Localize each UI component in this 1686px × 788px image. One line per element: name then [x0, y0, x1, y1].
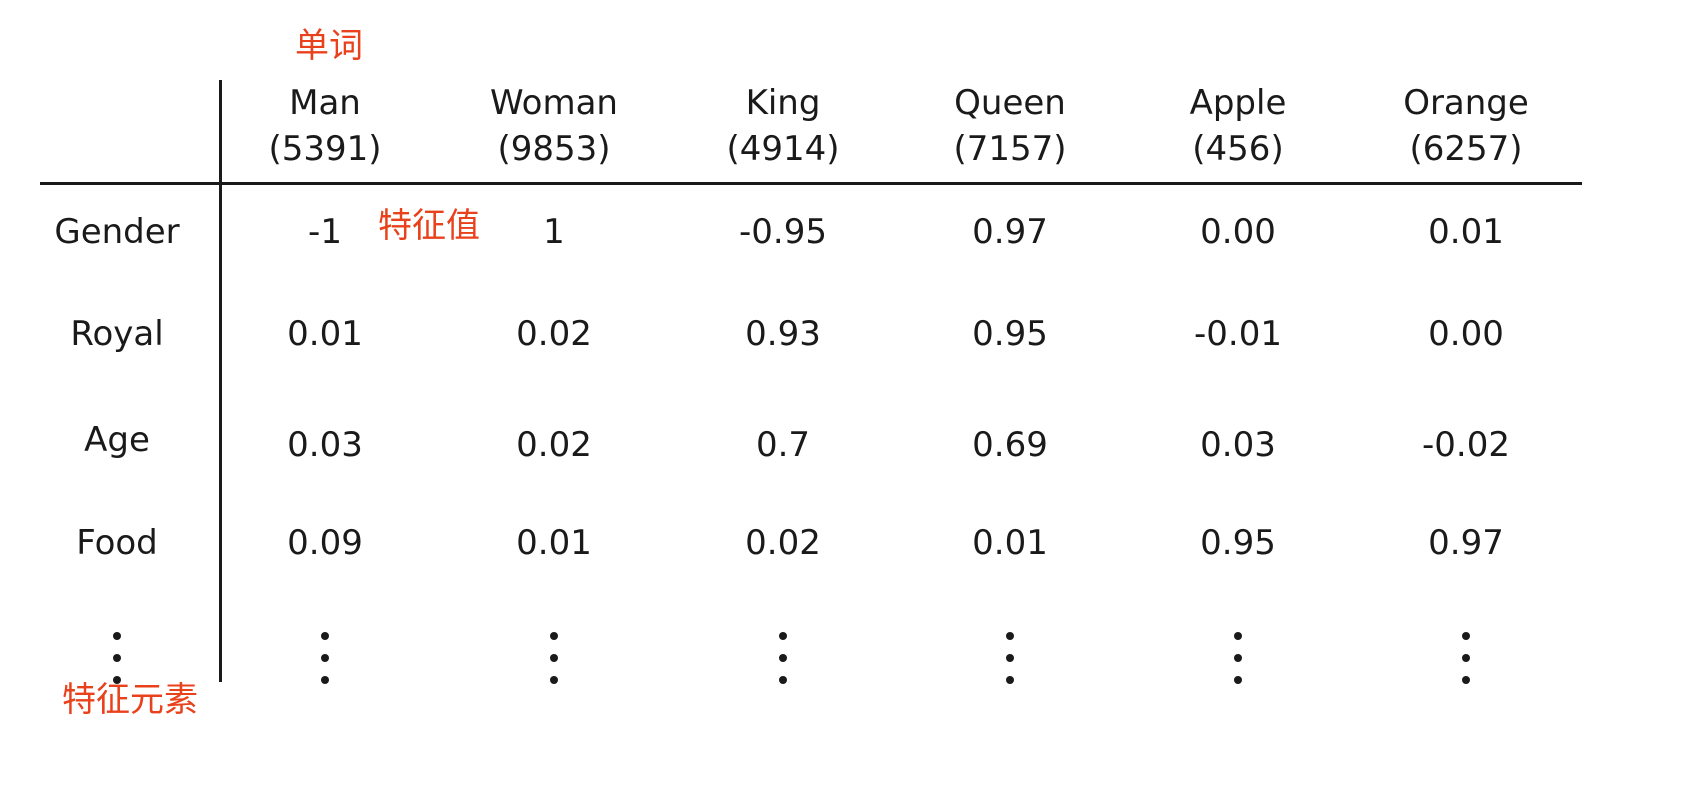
- column-word: Queen: [954, 83, 1066, 123]
- header-divider: [40, 182, 1582, 185]
- column-header-king: King (4914): [683, 80, 883, 172]
- table-cell: 0.01: [287, 314, 363, 354]
- column-index: (9853): [497, 129, 611, 169]
- table-cell: 0.01: [972, 523, 1048, 563]
- table-cell: 0.95: [1200, 523, 1276, 563]
- column-header-apple: Apple (456): [1138, 80, 1338, 172]
- table-cell: -0.95: [739, 212, 827, 252]
- vertical-ellipsis-icon: [1460, 632, 1472, 684]
- table-cell: 0.02: [516, 425, 592, 465]
- table-cell: 0.09: [287, 523, 363, 563]
- table-cell: 0.03: [287, 425, 363, 465]
- table-cell: 0.69: [972, 425, 1048, 465]
- table-cell: -0.02: [1422, 425, 1510, 465]
- table-cell: -0.01: [1194, 314, 1282, 354]
- column-word: Woman: [490, 83, 618, 123]
- vertical-ellipsis-icon: [548, 632, 560, 684]
- column-header-orange: Orange (6257): [1366, 80, 1566, 172]
- table-cell: 0.01: [1428, 212, 1504, 252]
- vertical-ellipsis-icon: [1004, 632, 1016, 684]
- table-cell: 0.00: [1428, 314, 1504, 354]
- word-annotation: 单词: [295, 26, 363, 66]
- row-header-age: Age: [84, 420, 150, 460]
- row-header-royal: Royal: [70, 314, 164, 354]
- feature-element-annotation: 特征元素: [62, 680, 198, 720]
- vertical-ellipsis-icon: [111, 632, 123, 684]
- table-cell: 0.03: [1200, 425, 1276, 465]
- column-word: Man: [289, 83, 361, 123]
- column-index: (6257): [1409, 129, 1523, 169]
- column-index: (456): [1192, 129, 1284, 169]
- vertical-ellipsis-icon: [319, 632, 331, 684]
- column-header-woman: Woman (9853): [454, 80, 654, 172]
- table-cell: 0.00: [1200, 212, 1276, 252]
- table-cell: 1: [543, 212, 565, 252]
- vertical-ellipsis-icon: [1232, 632, 1244, 684]
- table-cell: 0.01: [516, 523, 592, 563]
- column-word: Orange: [1403, 83, 1529, 123]
- row-header-food: Food: [76, 523, 158, 563]
- feature-divider: [219, 80, 222, 682]
- row-header-gender: Gender: [54, 212, 180, 252]
- table-cell: 0.95: [972, 314, 1048, 354]
- table-cell: 0.7: [755, 425, 811, 465]
- table-cell: 0.02: [745, 523, 821, 563]
- column-word: Apple: [1189, 83, 1287, 123]
- column-word: King: [745, 83, 821, 123]
- table-cell: 0.93: [745, 314, 821, 354]
- column-header-queen: Queen (7157): [910, 80, 1110, 172]
- column-index: (7157): [953, 129, 1067, 169]
- feature-value-annotation: 特征值: [378, 206, 480, 246]
- column-header-man: Man (5391): [225, 80, 425, 172]
- column-index: (4914): [726, 129, 840, 169]
- vertical-ellipsis-icon: [777, 632, 789, 684]
- table-cell: -1: [308, 212, 342, 252]
- table-cell: 0.02: [516, 314, 592, 354]
- column-index: (5391): [268, 129, 382, 169]
- table-cell: 0.97: [972, 212, 1048, 252]
- table-cell: 0.97: [1428, 523, 1504, 563]
